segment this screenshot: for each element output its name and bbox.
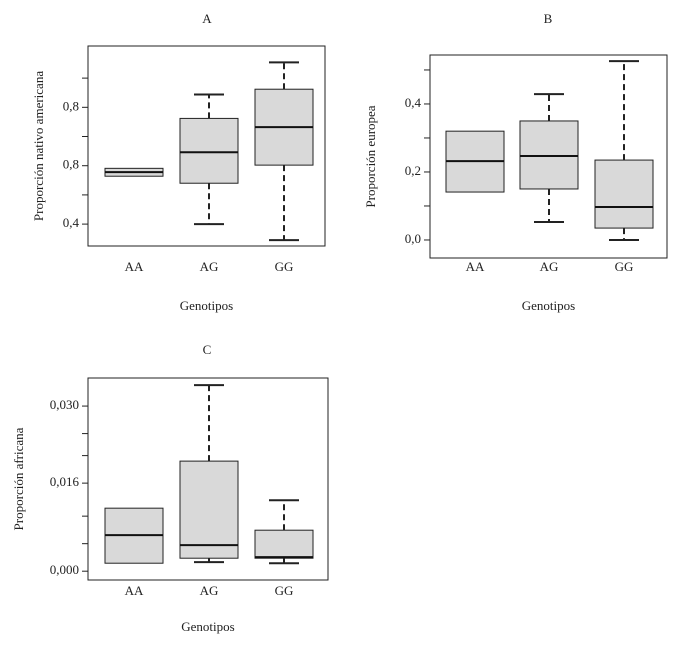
box: [179, 460, 239, 559]
x-tick-label: AG: [540, 259, 559, 274]
y-axis-label: Proporción europea: [363, 105, 378, 207]
y-tick-label: 0,0: [405, 231, 421, 246]
x-axis-label: Genotipos: [522, 298, 575, 313]
plot-frame: [87, 45, 326, 247]
x-tick-label: AG: [200, 583, 219, 598]
x-tick-label: GG: [275, 583, 294, 598]
box: [254, 529, 314, 559]
y-axis-label: Proporción nativo americana: [31, 71, 46, 221]
y-tick-label: 0,4: [63, 215, 80, 230]
plot-frame: [87, 377, 329, 581]
y-tick-label: 0,000: [50, 562, 79, 577]
x-axis-label: Genotipos: [181, 619, 234, 634]
panel-title: B: [544, 11, 553, 26]
x-axis-label: Genotipos: [180, 298, 233, 313]
y-axis-label: Proporción africana: [11, 427, 26, 530]
x-tick-label: AG: [200, 259, 219, 274]
plot-frame: [429, 54, 668, 259]
y-tick-label: 0,016: [50, 474, 80, 489]
x-tick-label: GG: [615, 259, 634, 274]
x-tick-label: AA: [125, 259, 144, 274]
y-tick-label: 0,8: [63, 98, 79, 113]
x-tick-label: AA: [466, 259, 485, 274]
panel-title: C: [203, 342, 212, 357]
box: [179, 117, 239, 184]
y-tick-label: 0,8: [63, 157, 79, 172]
x-tick-label: GG: [275, 259, 294, 274]
y-tick-label: 0,030: [50, 397, 79, 412]
box: [519, 120, 579, 190]
y-tick-label: 0,4: [405, 95, 422, 110]
y-tick-label: 0,2: [405, 163, 421, 178]
panel-title: A: [202, 11, 212, 26]
box: [594, 159, 654, 229]
x-tick-label: AA: [125, 583, 144, 598]
